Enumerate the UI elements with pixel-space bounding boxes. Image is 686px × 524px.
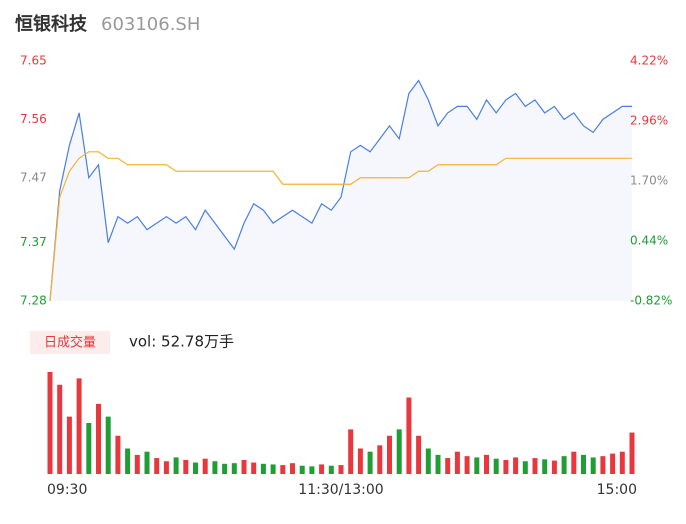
volume-bar: [66, 416, 72, 474]
volume-bar: [154, 458, 160, 474]
volume-bar: [493, 458, 499, 474]
volume-bar: [406, 397, 412, 474]
volume-title-box: [30, 331, 110, 354]
y-tick-label: 7.37: [20, 235, 47, 249]
volume-bar: [86, 423, 92, 474]
volume-bar: [260, 463, 266, 474]
volume-bar: [571, 451, 577, 474]
volume-bar: [387, 435, 392, 474]
volume-bar: [193, 462, 198, 474]
volume-label: vol: 52.78万手: [129, 333, 234, 351]
volume-bar: [484, 454, 489, 474]
x-tick-label: 11:30/13:00: [298, 482, 383, 498]
volume-bar: [416, 435, 422, 474]
stock-code: 603106.SH: [101, 14, 200, 35]
volume-bar: [435, 454, 441, 474]
volume-bar: [163, 461, 169, 474]
volume-bar: [76, 378, 82, 474]
volume-bar: [270, 464, 276, 474]
price-area: [50, 80, 632, 301]
y2-tick-label: 4.22%: [630, 54, 668, 68]
volume-bar: [581, 454, 586, 474]
volume-bar: [396, 429, 402, 474]
volume-bar: [173, 457, 179, 474]
volume-bar: [96, 403, 101, 474]
volume-bar: [551, 460, 557, 474]
volume-bar: [600, 456, 606, 474]
volume-bar: [561, 456, 567, 474]
volume-bar: [367, 451, 373, 474]
volume-bar: [183, 459, 189, 474]
volume-bar: [425, 448, 431, 474]
price-line: [49, 79, 632, 302]
y-tick-label: 7.47: [20, 170, 47, 184]
volume-bar: [251, 462, 257, 474]
volume-bar: [309, 466, 315, 474]
volume-bar: [57, 384, 63, 474]
volume-title: 日成交量: [44, 335, 96, 351]
volume-bar: [503, 459, 509, 474]
volume-bar: [445, 458, 451, 474]
volume-bar: [144, 451, 150, 474]
y2-tick-label: -0.82%: [630, 294, 672, 308]
x-tick-label: 09:30: [47, 482, 87, 498]
volume-bar: [338, 465, 344, 474]
volume-bar: [241, 459, 247, 474]
volume-bar: [280, 465, 286, 474]
volume-bar: [290, 463, 295, 474]
y-tick-label: 7.28: [20, 294, 47, 308]
volume-bar: [231, 463, 237, 474]
volume-bar: [629, 432, 635, 474]
volume-bar: [590, 457, 596, 474]
volume-bar: [328, 465, 334, 474]
stock-name: 恒银科技: [15, 13, 88, 35]
volume-bar: [619, 451, 625, 474]
x-tick-label: 15:00: [597, 482, 637, 498]
volume-bar: [357, 448, 363, 474]
volume-bar: [542, 459, 548, 474]
volume-bar: [212, 461, 218, 474]
volume-bar: [105, 416, 111, 474]
y2-tick-label: 2.96%: [630, 114, 668, 128]
volume-bar: [610, 453, 616, 474]
volume-bar: [474, 457, 480, 474]
volume-bar: [125, 448, 131, 474]
volume-bar: [47, 372, 53, 474]
y2-tick-label: 1.70%: [630, 174, 668, 188]
volume-bar: [464, 456, 470, 474]
volume-bar: [377, 445, 383, 474]
volume-bar: [532, 458, 538, 474]
volume-bar: [522, 461, 528, 474]
y-tick-label: 7.56: [20, 112, 47, 126]
volume-bar: [202, 458, 208, 474]
y-tick-label: 7.65: [20, 54, 47, 68]
volume-bar: [115, 435, 121, 474]
volume-bar: [319, 464, 325, 474]
volume-bar: [222, 463, 228, 474]
volume-bar: [454, 451, 460, 474]
volume-bar: [513, 457, 519, 474]
average-line: [49, 151, 632, 302]
y2-tick-label: 0.44%: [630, 234, 668, 248]
volume-bar: [348, 429, 354, 474]
volume-bar: [299, 465, 305, 474]
volume-bar: [134, 454, 140, 474]
